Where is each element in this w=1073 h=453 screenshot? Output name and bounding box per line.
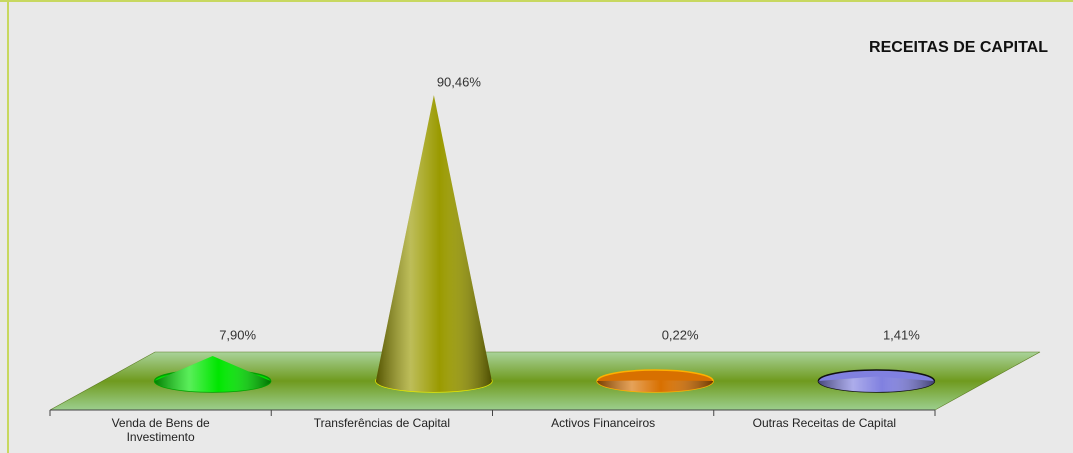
x-tick-label: Outras Receitas de Capital	[752, 416, 897, 430]
value-label: 0,22%	[662, 327, 699, 342]
chart-title: RECEITAS DE CAPITAL	[869, 39, 1048, 56]
cone-shade	[375, 95, 492, 393]
x-tick-label: Activos Financeiros	[551, 416, 656, 430]
cone-shade	[154, 356, 271, 392]
x-tick-label: Venda de Bens de Investimento	[111, 416, 210, 444]
value-label: 90,46%	[437, 75, 482, 90]
value-label: 1,41%	[883, 327, 920, 342]
cone-shade	[597, 380, 714, 392]
cone-shade	[818, 376, 935, 392]
value-label: 7,90%	[219, 327, 256, 342]
x-tick-label: Transferências de Capital	[313, 416, 451, 430]
